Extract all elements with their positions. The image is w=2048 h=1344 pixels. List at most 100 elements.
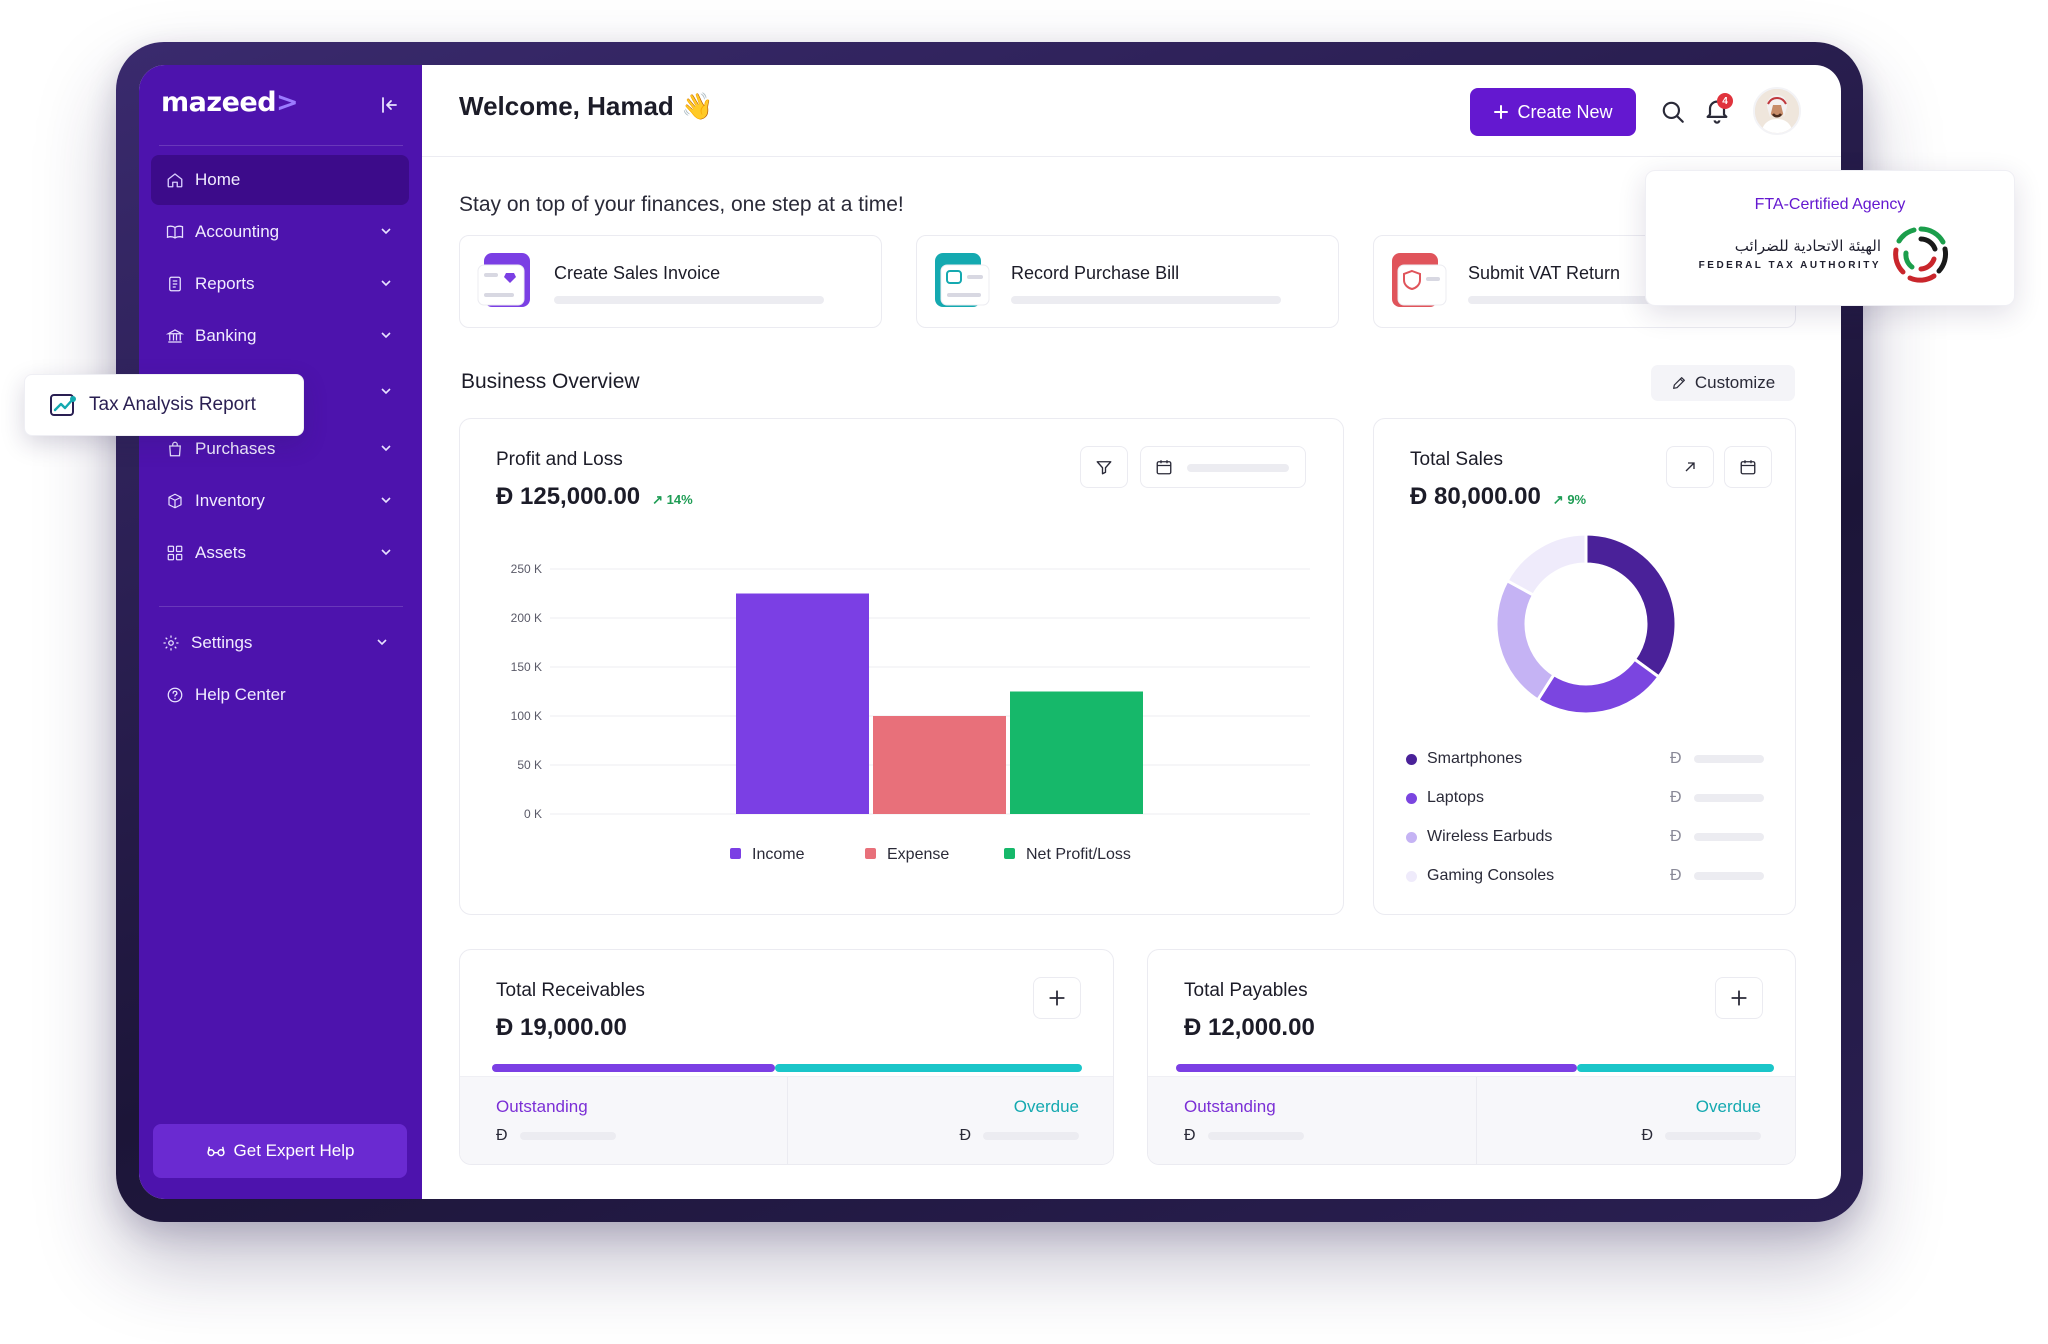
document-icon [165,274,185,294]
currency-symbol: Ð [959,1127,971,1144]
sidebar-item-home[interactable]: Home [151,155,409,205]
overdue-label: Overdue [1695,1097,1761,1116]
outstanding-value: Ð [1184,1127,1304,1145]
filter-icon [1096,461,1112,475]
outstanding-segment [492,1064,775,1072]
wave-icon: 👋 [681,91,714,121]
slice-laptops [1535,657,1661,716]
sidebar-item-settings[interactable]: Settings [147,618,405,668]
overdue-segment [1577,1064,1774,1072]
customize-button[interactable]: Customize [1651,365,1795,401]
profit-loss-bar-chart: 250 K 200 K 150 K 100 K 50 K 0 K Income Expense… [511,562,1310,863]
sidebar-item-inventory[interactable]: Inventory [151,476,409,526]
value-placeholder: Ð [1670,750,1764,768]
expand-button[interactable] [1666,446,1714,488]
sidebar-item-label: Inventory [195,491,265,510]
legend-gaming-consoles: Gaming Consoles [1406,867,1554,885]
overdue-value: Ð [1641,1127,1761,1145]
pencil-icon [1672,377,1685,389]
outstanding-value: Ð [496,1127,616,1145]
sidebar-item-label: Purchases [195,439,276,458]
currency-symbol: Ð [1410,483,1428,510]
fta-emblem-icon [1893,226,1949,283]
payables-progress [1176,1064,1774,1072]
legend-label: Laptops [1427,789,1484,806]
legend-swatch [1004,848,1015,859]
outstanding-label: Outstanding [1184,1097,1276,1116]
sidebar-item-label: Home [195,170,241,189]
chevron-down-icon [381,228,391,235]
placeholder-bar [519,1132,616,1140]
slice-wireless-earbuds [1494,578,1556,703]
placeholder-bar [1187,464,1289,472]
currency-symbol: Ð [496,483,514,510]
date-range-picker[interactable] [1140,446,1306,488]
currency-symbol: Ð [1670,867,1682,884]
fta-english-name: FEDERAL TAX AUTHORITY [1698,260,1881,271]
get-expert-help-button[interactable]: Get Expert Help [153,1124,407,1178]
collapse-sidebar-icon[interactable] [377,93,401,117]
amount-value: 125,000.00 [520,483,641,510]
currency-symbol: Ð [1184,1014,1202,1041]
legend-dot [1406,870,1417,882]
placeholder-bar [1693,755,1764,763]
add-payable-button[interactable] [1715,977,1763,1019]
sidebar-item-assets[interactable]: Assets [151,528,409,578]
search-icon[interactable] [1660,99,1686,125]
legend-label: Gaming Consoles [1427,867,1555,884]
slice-gaming-consoles [1505,532,1588,598]
bar-income [736,593,869,814]
fta-certified-badge: FTA-Certified Agency الهيئة الاتحادية لل… [1645,170,2015,306]
outstanding-segment [1176,1064,1577,1072]
currency-symbol: Ð [496,1014,514,1041]
sidebar-item-hidden[interactable] [151,367,409,417]
value-placeholder: Ð [1670,867,1764,885]
legend-label: Income [752,846,805,863]
bank-icon [165,326,185,346]
total-sales-card: Total Sales Ð 80,000.00 ↗ 9% Smartphones … [1373,418,1796,915]
tagline: Stay on top of your finances, one step a… [459,193,904,216]
welcome-text: Welcome, Hamad [459,91,674,121]
header-divider [422,156,1841,157]
quick-action-create-sales-invoice[interactable]: Create Sales Invoice [459,235,882,328]
overdue-segment [775,1064,1082,1072]
amount-value: 19,000.00 [520,1014,627,1041]
avatar[interactable] [1753,87,1801,135]
tax-analysis-report-tag[interactable]: Tax Analysis Report [24,374,304,436]
gear-icon [161,633,181,653]
placeholder-bar [1665,1132,1761,1140]
quick-action-record-purchase-bill[interactable]: Record Purchase Bill [916,235,1339,328]
filter-button[interactable] [1080,446,1128,488]
brand-logo-arrow: > [276,87,299,118]
placeholder-bar [1207,1132,1304,1140]
brand-logo[interactable]: mazeed> [161,87,299,118]
page-title: Welcome, Hamad 👋 [459,91,713,122]
help-icon [165,685,185,705]
sidebar-item-purchases[interactable]: Purchases [151,424,409,474]
amount-value: 80,000.00 [1434,483,1541,510]
chevron-down-icon [377,639,387,646]
legend-swatch [730,848,741,859]
add-receivable-button[interactable] [1033,977,1081,1019]
currency-symbol: Ð [1670,750,1682,767]
get-expert-help-label: Get Expert Help [233,1141,355,1160]
y-tick-label: 0 K [524,807,542,821]
fta-arabic-name: الهيئة الاتحادية للضرائب [1734,237,1881,255]
app-screen: mazeed> Home Accounting Reports Banking [139,65,1841,1199]
value-placeholder: Ð [1670,828,1764,846]
sidebar-item-accounting[interactable]: Accounting [151,207,409,257]
placeholder-bar [1011,296,1281,304]
create-new-button[interactable]: Create New [1470,88,1636,136]
sidebar-item-help-center[interactable]: Help Center [151,670,409,720]
payables-breakdown: Outstanding Ð Overdue Ð [1148,1076,1795,1164]
sidebar-item-reports[interactable]: Reports [151,259,409,309]
date-picker-button[interactable] [1724,446,1772,488]
placeholder-bar [1468,296,1738,304]
legend-wireless-earbuds: Wireless Earbuds [1406,828,1552,846]
bill-icon [935,253,990,307]
receivables-amount: Ð 19,000.00 [496,1014,627,1042]
chevron-down-icon [381,445,391,452]
sidebar-item-banking[interactable]: Banking [151,311,409,361]
legend-dot [1406,831,1417,843]
placeholder-bar [1693,833,1764,841]
